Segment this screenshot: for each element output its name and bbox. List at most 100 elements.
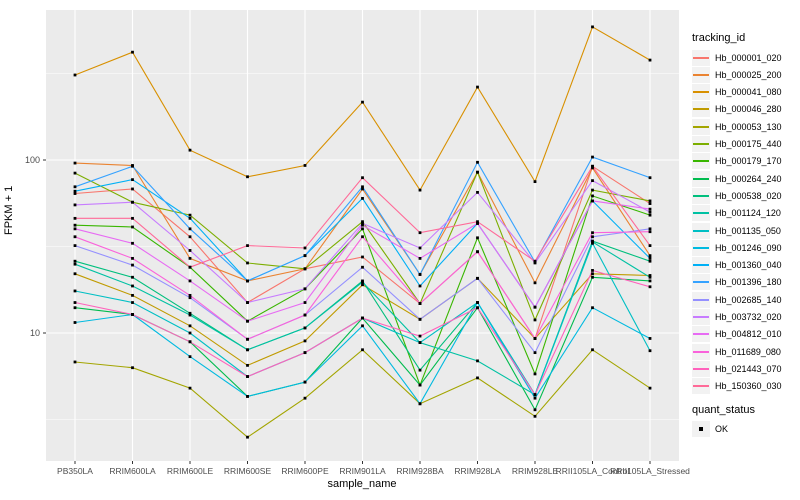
data-point: [188, 293, 192, 297]
black-square-marker-icon: [699, 426, 703, 431]
data-point: [188, 324, 192, 328]
quant-status-item: OK: [692, 420, 728, 437]
data-point: [418, 302, 422, 305]
legend-label: Hb_000025_200: [715, 69, 782, 80]
legend-item-Hb_000264_240: Hb_000264_240: [692, 170, 782, 187]
data-point: [533, 180, 537, 184]
y-axis-title: FPKM + 1: [3, 185, 15, 235]
legend-label: Hb_021443_070: [715, 363, 782, 374]
legend-line-swatch: [693, 91, 709, 94]
data-point: [303, 326, 307, 330]
data-point: [476, 190, 479, 194]
legend-line-swatch: [693, 160, 709, 163]
legend-key: [692, 274, 710, 291]
data-point: [361, 324, 364, 328]
data-point: [418, 402, 422, 406]
legend-item-Hb_011689_080: Hb_011689_080: [692, 343, 781, 360]
legend-item-Hb_004812_010: Hb_004812_010: [692, 326, 782, 343]
data-point: [73, 321, 77, 324]
legend-label: Hb_000041_080: [715, 87, 782, 98]
data-point: [476, 170, 479, 174]
data-point: [591, 155, 594, 159]
legend-key: [692, 187, 710, 204]
x-tick-label: RRIM901LA: [339, 466, 386, 476]
legend-key: [692, 239, 710, 256]
data-point: [73, 171, 77, 175]
data-point: [246, 375, 249, 378]
data-point: [361, 348, 364, 352]
legend-line-swatch: [693, 229, 709, 232]
legend-line-swatch: [693, 264, 709, 267]
legend-line-swatch: [693, 108, 709, 111]
legend-label: Hb_003732_020: [715, 312, 782, 322]
data-point: [131, 256, 134, 260]
legend-item-Hb_021443_070: Hb_021443_070: [692, 360, 782, 377]
x-tick-label: RRII105LA_Stressed: [610, 466, 690, 476]
data-point: [648, 227, 652, 231]
data-point: [418, 284, 422, 288]
y-tick-label: 10: [30, 328, 40, 338]
legend-label: Hb_000175_440: [715, 139, 782, 149]
data-point: [131, 263, 134, 267]
data-point: [131, 225, 134, 229]
legend-line-swatch: [693, 246, 709, 249]
data-point: [591, 166, 594, 170]
data-point: [648, 210, 652, 214]
data-point: [533, 396, 537, 400]
data-point: [591, 272, 594, 276]
data-point: [188, 296, 192, 300]
data-point: [246, 244, 249, 248]
data-point: [648, 337, 652, 340]
data-point: [533, 261, 537, 265]
data-point: [476, 222, 479, 225]
data-point: [361, 187, 364, 191]
data-point: [476, 301, 479, 304]
data-point: [303, 313, 307, 317]
legend-label: Hb_000264_240: [715, 173, 782, 184]
data-point: [418, 368, 422, 372]
data-point: [188, 313, 192, 317]
data-point: [418, 341, 422, 345]
data-point: [648, 213, 652, 217]
legend-item-Hb_001396_180: Hb_001396_180: [692, 274, 782, 291]
data-point: [73, 259, 77, 263]
data-point: [533, 337, 537, 340]
data-point: [188, 213, 192, 217]
data-point: [648, 274, 652, 277]
data-point: [591, 348, 594, 352]
data-point: [188, 311, 192, 315]
data-point: [648, 176, 652, 180]
legend-item-Hb_000053_130: Hb_000053_130: [692, 118, 782, 135]
data-point: [361, 176, 364, 180]
data-point: [533, 351, 537, 355]
legend-label: Hb_001135_050: [715, 225, 781, 236]
data-point: [648, 207, 652, 211]
legend-item-Hb_001124_120: Hb_001124_120: [692, 205, 781, 222]
data-point: [648, 58, 652, 62]
data-point: [533, 259, 537, 263]
data-point: [188, 249, 192, 252]
data-point: [648, 259, 652, 263]
legend-label: Hb_001124_120: [715, 208, 781, 219]
legend-item-Hb_003732_020: Hb_003732_020: [692, 309, 782, 326]
legend-item-Hb_000001_020: Hb_000001_020: [692, 49, 782, 66]
legend-key: [692, 101, 710, 118]
data-point: [648, 199, 652, 203]
data-point: [246, 279, 249, 283]
data-point: [533, 414, 537, 418]
data-point: [533, 318, 537, 322]
data-point: [591, 241, 594, 245]
data-point: [73, 235, 77, 239]
legend-title: tracking_id: [692, 32, 746, 44]
data-point: [418, 256, 422, 260]
data-point: [303, 339, 307, 343]
data-point: [476, 220, 479, 224]
data-point: [73, 301, 77, 304]
data-point: [591, 306, 594, 310]
data-point: [73, 289, 77, 293]
x-tick-label: RRIM928LA: [454, 466, 501, 476]
data-point: [648, 285, 652, 289]
legend-key: [692, 49, 710, 66]
legend-key: [692, 153, 710, 170]
data-point: [361, 185, 364, 189]
